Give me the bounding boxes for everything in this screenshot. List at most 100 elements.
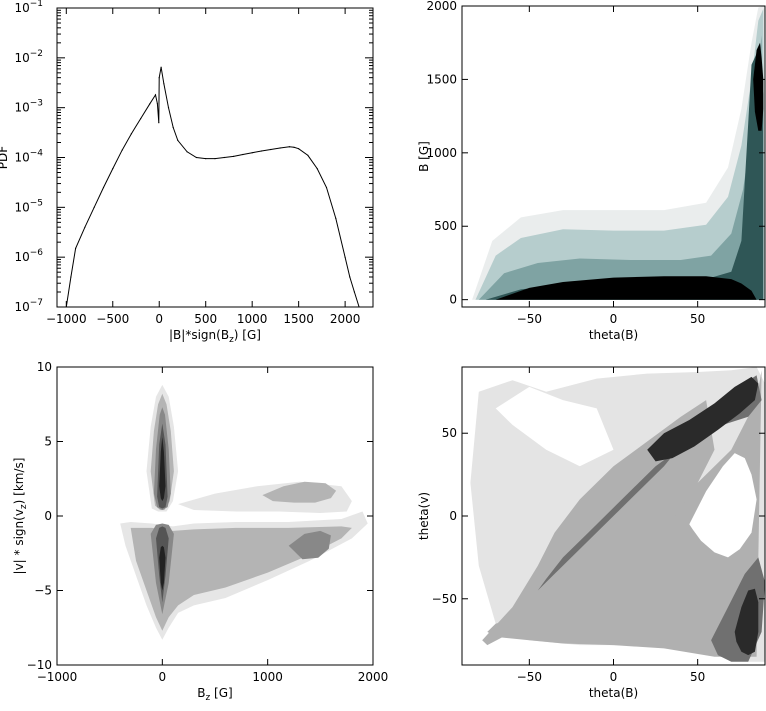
contour-level-1: [475, 8, 765, 300]
y-tick-label: −50: [432, 592, 457, 606]
data-point: [156, 103, 158, 105]
x-tick-label: −1000: [37, 670, 78, 684]
contour-level-8: [734, 588, 759, 656]
data-point: [307, 154, 309, 156]
y-tick-label: 10−2: [14, 49, 43, 65]
x-tick-label: 0: [155, 312, 163, 326]
data-point: [242, 153, 244, 156]
y-axis-label: |v| * sign(vz) [km/s]: [12, 458, 29, 575]
data-point: [353, 291, 355, 293]
v-bz-panel: −1000 0 1000 2000 −10 −5 0 5 10 Bz [G] |v| * sign(…: [12, 360, 388, 703]
y-axis-label: theta(v): [417, 492, 431, 540]
data-point: [270, 148, 272, 151]
contour-level-4: [495, 276, 757, 300]
contour-level-11: [159, 545, 166, 591]
x-tick-label: 0: [610, 670, 618, 684]
data-point: [288, 146, 290, 148]
x-axis-label: Bz [G]: [197, 686, 232, 703]
contour-level-6: [288, 530, 331, 560]
data-point: [195, 156, 197, 159]
x-tick-label: −50: [517, 312, 542, 326]
data-point: [349, 276, 351, 278]
data-point: [344, 256, 346, 258]
y-tick-label: 10−5: [14, 198, 43, 214]
contour-level-3: [482, 400, 715, 646]
data-point: [298, 148, 300, 150]
contour-level-1: [495, 386, 614, 467]
y-tick-label: 5: [44, 435, 52, 449]
x-tick-label: 50: [690, 312, 705, 326]
y-tick-label: 10−7: [14, 298, 43, 314]
data-point: [172, 126, 174, 129]
data-point: [167, 107, 170, 109]
data-point: [140, 118, 142, 120]
data-point: [102, 186, 105, 189]
x-tick-label: 1000: [237, 312, 268, 326]
plot-area: [65, 66, 360, 307]
data-point: [160, 66, 162, 68]
data-point: [251, 152, 253, 154]
y-tick-label: 10−3: [14, 99, 43, 115]
y-tick-label: −5: [34, 584, 52, 598]
data-point: [75, 247, 77, 249]
contour-level-5: [753, 42, 764, 131]
data-point: [214, 158, 216, 160]
y-axis-label: B [G]: [417, 141, 431, 172]
pdf-panel: −1000 −500 0 500 1000 1500 2000 10−7 10−6 10−5 10−…: [0, 0, 374, 345]
y-tick-label: 0: [449, 509, 457, 523]
y-tick-label: 10: [37, 360, 52, 374]
contour-level-5: [262, 481, 337, 503]
contour-level-12: [159, 437, 166, 502]
x-axis-label: theta(B): [589, 686, 638, 700]
y-tick-label: 10−6: [14, 248, 43, 264]
data-point: [70, 276, 72, 278]
data-point: [84, 226, 86, 228]
contour-level-4: [689, 453, 757, 558]
plot-area: [472, 6, 765, 300]
data-point: [293, 146, 295, 148]
x-tick-label: 2000: [358, 670, 389, 684]
data-point: [186, 151, 188, 153]
x-tick-label: 1000: [252, 670, 283, 684]
data-point: [149, 103, 151, 105]
contour-level-0: [472, 6, 765, 300]
series-line: [65, 67, 360, 307]
data-point: [260, 150, 263, 152]
x-tick-label: 500: [194, 312, 217, 326]
plot-area: [120, 384, 368, 640]
data-point: [279, 147, 281, 149]
y-tick-label: 10−4: [14, 149, 43, 165]
x-tick-label: 0: [159, 670, 167, 684]
thetav-thetab-panel: −50 0 50 −50 0 50 theta(B) theta(v): [417, 366, 766, 700]
y-axis-label: PDF: [0, 146, 10, 169]
y-tick-label: 0: [44, 509, 52, 523]
data-point: [93, 206, 95, 208]
data-point: [205, 158, 207, 160]
x-tick-label: 1500: [283, 312, 314, 326]
data-point: [223, 156, 225, 159]
data-point: [121, 149, 123, 151]
data-point: [163, 83, 165, 85]
data-point: [154, 94, 157, 96]
x-tick-label: 0: [610, 312, 618, 326]
y-tick-label: 50: [442, 426, 457, 440]
x-tick-label: −500: [96, 312, 129, 326]
x-tick-label: 2000: [330, 312, 361, 326]
y-tick-label: 500: [434, 219, 457, 233]
plot-frame: [56, 366, 374, 666]
data-point: [158, 77, 160, 79]
data-point: [335, 217, 337, 219]
y-tick-label: −10: [27, 658, 52, 672]
plot-area: [470, 367, 765, 662]
x-tick-label: −50: [517, 670, 542, 684]
contour-level-7: [647, 376, 759, 462]
x-axis-label: theta(B): [589, 328, 638, 342]
data-point: [130, 133, 132, 135]
y-tick-label: 2000: [426, 0, 457, 13]
data-point: [233, 155, 235, 157]
y-tick-label: 1500: [426, 72, 457, 86]
data-point: [112, 168, 114, 170]
y-tick-label: 10−1: [14, 0, 43, 15]
contour-level-3: [485, 50, 764, 300]
